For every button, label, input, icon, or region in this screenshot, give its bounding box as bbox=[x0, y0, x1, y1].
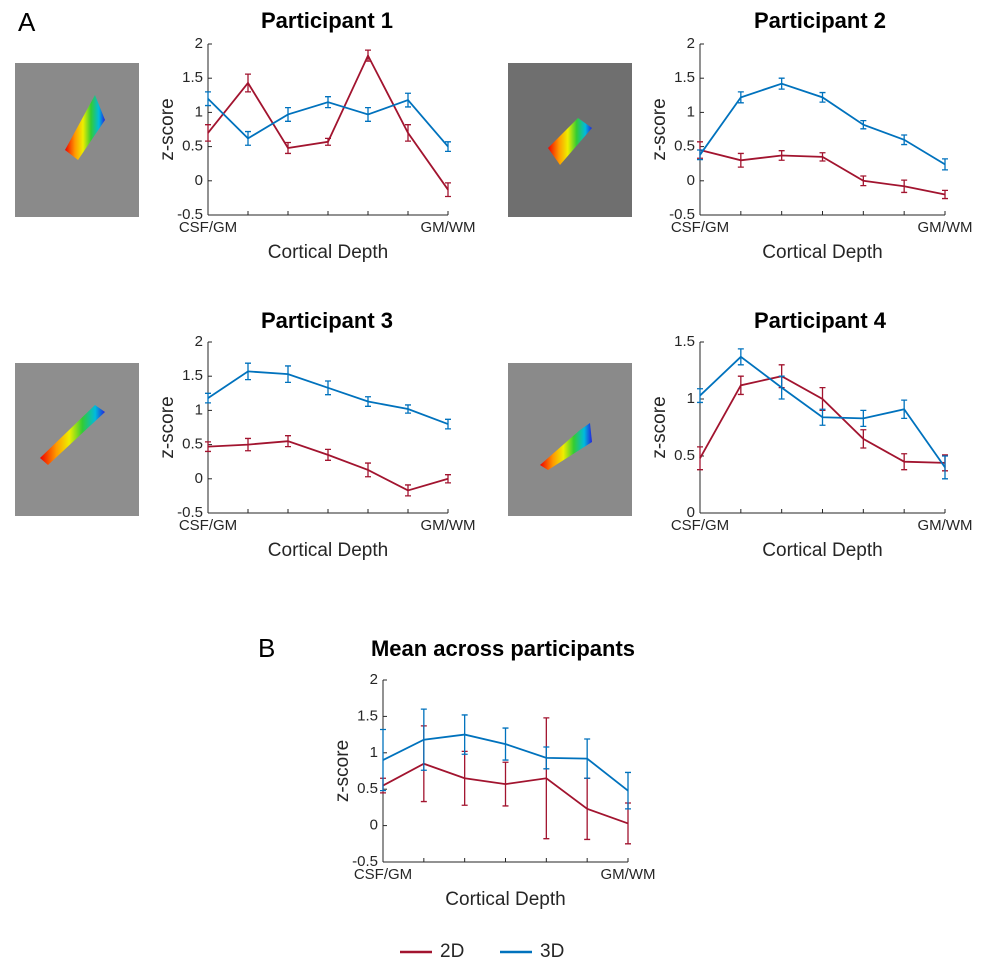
y-axis-label: z-score bbox=[649, 396, 670, 458]
x-tick-label: GM/WM bbox=[421, 517, 476, 534]
error-bar bbox=[860, 430, 866, 448]
x-tick-label: CSF/GM bbox=[671, 517, 729, 534]
y-tick-label: 1.5 bbox=[357, 707, 378, 724]
data-line bbox=[208, 441, 448, 490]
panel-label: A bbox=[18, 7, 36, 37]
x-tick-label: CSF/GM bbox=[179, 219, 237, 236]
y-tick-label: 1.5 bbox=[674, 333, 695, 350]
error-bar bbox=[205, 125, 211, 141]
y-tick-label: 2 bbox=[687, 35, 695, 52]
error-bar bbox=[697, 389, 703, 403]
x-tick-label: CSF/GM bbox=[179, 517, 237, 534]
y-tick-label: 1 bbox=[687, 390, 695, 407]
y-tick-label: 0.5 bbox=[357, 780, 378, 797]
error-bar bbox=[380, 730, 386, 791]
y-axis-label: z-score bbox=[332, 740, 353, 802]
y-tick-label: 0.5 bbox=[674, 138, 695, 155]
y-tick-label: 1 bbox=[195, 401, 203, 418]
chart-title: Participant 1 bbox=[261, 8, 393, 33]
y-tick-label: 1.5 bbox=[182, 69, 203, 86]
x-tick-label: GM/WM bbox=[918, 517, 973, 534]
figure: A B -0.500.511.52CSF/GMGM/WMCortical Dep… bbox=[0, 0, 988, 961]
y-tick-label: 2 bbox=[195, 333, 203, 350]
y-tick-label: 0.5 bbox=[182, 138, 203, 155]
x-tick-label: GM/WM bbox=[421, 219, 476, 236]
x-tick-label: GM/WM bbox=[601, 866, 656, 883]
error-bar bbox=[205, 393, 211, 403]
x-axis-label: Cortical Depth bbox=[762, 242, 882, 263]
y-axis-label: z-score bbox=[157, 396, 178, 458]
error-bar bbox=[245, 74, 251, 92]
x-axis-label: Cortical Depth bbox=[268, 540, 388, 561]
y-tick-label: 0 bbox=[195, 172, 203, 189]
y-tick-label: 0.5 bbox=[182, 436, 203, 453]
error-bar bbox=[738, 349, 744, 365]
x-tick-label: GM/WM bbox=[918, 219, 973, 236]
x-axis-label: Cortical Depth bbox=[268, 242, 388, 263]
error-bar bbox=[942, 159, 948, 170]
error-bar bbox=[445, 183, 451, 197]
y-tick-label: 1 bbox=[195, 103, 203, 120]
panel-label: B bbox=[258, 633, 275, 663]
y-tick-label: 2 bbox=[370, 671, 378, 688]
page: {"panel_labels": ["A", "B"], "chart_data… bbox=[0, 0, 988, 966]
y-tick-label: 2 bbox=[195, 35, 203, 52]
y-tick-label: 1 bbox=[687, 103, 695, 120]
error-bar bbox=[942, 456, 948, 479]
error-bar bbox=[820, 388, 826, 411]
error-bar bbox=[205, 92, 211, 106]
data-line bbox=[208, 371, 448, 424]
data-line bbox=[208, 56, 448, 190]
error-bar bbox=[245, 132, 251, 146]
legend-label: 3D bbox=[540, 941, 564, 961]
chart-title: Participant 2 bbox=[754, 8, 886, 33]
chart-title: Participant 4 bbox=[754, 308, 887, 333]
y-tick-label: 1.5 bbox=[674, 69, 695, 86]
x-tick-label: CSF/GM bbox=[671, 219, 729, 236]
brain-image bbox=[15, 63, 632, 516]
y-tick-label: 0 bbox=[195, 470, 203, 487]
y-tick-label: 0 bbox=[687, 172, 695, 189]
y-tick-label: 0.5 bbox=[674, 447, 695, 464]
x-tick-label: CSF/GM bbox=[354, 866, 412, 883]
chart-title: Mean across participants bbox=[371, 636, 635, 661]
y-axis-label: z-score bbox=[157, 98, 178, 160]
x-axis-label: Cortical Depth bbox=[762, 540, 882, 561]
y-tick-label: 1 bbox=[370, 744, 378, 761]
chart-title: Participant 3 bbox=[261, 308, 393, 333]
y-axis-label: z-score bbox=[649, 98, 670, 160]
y-tick-label: 0 bbox=[370, 817, 378, 834]
y-tick-label: 1.5 bbox=[182, 367, 203, 384]
legend-label: 2D bbox=[440, 941, 464, 961]
error-bar bbox=[697, 447, 703, 470]
x-axis-label: Cortical Depth bbox=[445, 889, 565, 910]
